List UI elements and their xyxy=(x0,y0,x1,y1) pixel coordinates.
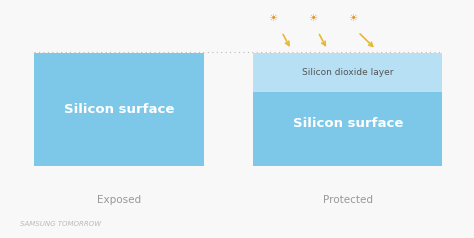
Bar xyxy=(35,53,204,166)
Text: Protected: Protected xyxy=(323,195,373,205)
Text: Silicon surface: Silicon surface xyxy=(64,103,174,116)
Text: ☀: ☀ xyxy=(308,13,317,23)
Text: Exposed: Exposed xyxy=(97,195,141,205)
Text: ☀: ☀ xyxy=(348,13,357,23)
Text: Silicon dioxide layer: Silicon dioxide layer xyxy=(302,68,393,77)
Text: SAMSUNG TOMORROW: SAMSUNG TOMORROW xyxy=(20,221,101,227)
Bar xyxy=(254,53,442,92)
Text: Silicon surface: Silicon surface xyxy=(292,117,403,130)
Text: ☀: ☀ xyxy=(268,13,277,23)
Bar xyxy=(254,53,442,166)
